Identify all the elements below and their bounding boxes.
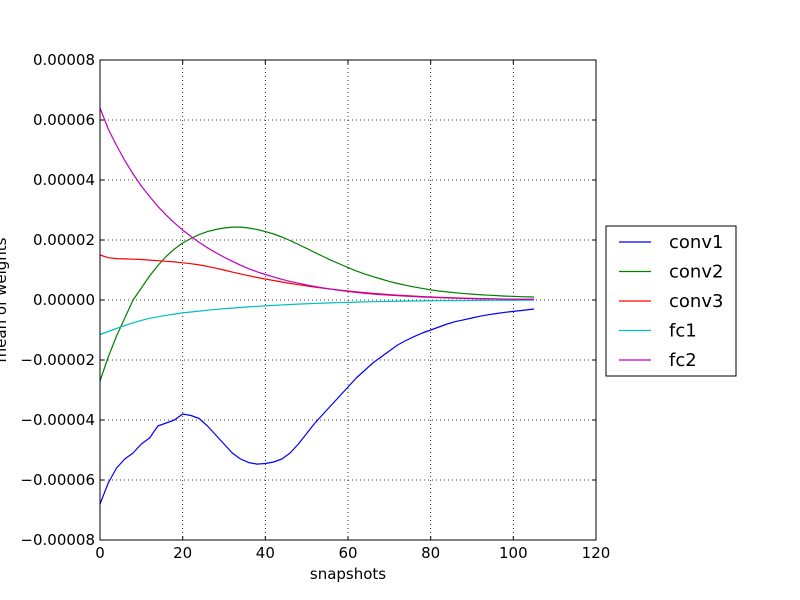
- y-tick-label: 0.00000: [33, 291, 95, 309]
- legend-label-conv2: conv2: [669, 262, 723, 283]
- ticks: [99, 59, 597, 541]
- legend-label-fc1: fc1: [669, 321, 697, 342]
- x-tick-label: 60: [338, 544, 357, 562]
- x-tick-label: 20: [173, 544, 192, 562]
- y-tick-label: 0.00004: [33, 171, 95, 189]
- series-line-fc1: [99, 299, 535, 336]
- y-tick-label: −0.00004: [20, 411, 95, 429]
- series-lines: [99, 107, 535, 505]
- series-line-fc2: [99, 107, 535, 300]
- y-tick-label: 0.00008: [33, 51, 95, 69]
- y-tick-labels: −0.00008 −0.00006 −0.00004 −0.00002 0.00000 0…: [20, 51, 95, 549]
- y-tick-label: −0.00006: [20, 471, 95, 489]
- y-axis-label: mean of weights: [0, 237, 10, 362]
- x-tick-label: 120: [582, 544, 611, 562]
- legend-label-fc2: fc2: [669, 350, 697, 371]
- legend: conv1 conv2 conv3 fc1 fc2: [605, 225, 737, 377]
- y-tick-label: −0.00008: [20, 531, 95, 549]
- y-tick-label: 0.00002: [33, 231, 95, 249]
- x-tick-labels: 0 20 40 60 80 100 120: [95, 544, 610, 562]
- series-line-conv2: [99, 226, 535, 382]
- legend-label-conv3: conv3: [669, 291, 723, 312]
- legend-label-conv1: conv1: [669, 232, 723, 253]
- x-tick-label: 0: [95, 544, 105, 562]
- x-tick-label: 40: [256, 544, 275, 562]
- legend-entries: conv1 conv2 conv3 fc1 fc2: [619, 232, 723, 371]
- x-tick-label: 100: [499, 544, 528, 562]
- x-tick-label: 80: [421, 544, 440, 562]
- y-tick-label: −0.00002: [20, 351, 95, 369]
- y-tick-label: 0.00006: [33, 111, 95, 129]
- series-line-conv1: [99, 308, 535, 505]
- x-axis-label: snapshots: [310, 565, 386, 583]
- grid: [100, 60, 596, 540]
